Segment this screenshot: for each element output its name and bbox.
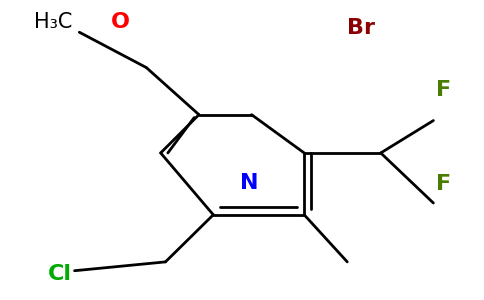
Text: N: N xyxy=(240,173,258,193)
Text: O: O xyxy=(110,12,130,32)
Text: F: F xyxy=(436,80,451,100)
Text: Cl: Cl xyxy=(48,264,72,284)
Text: Br: Br xyxy=(347,18,375,38)
Text: F: F xyxy=(436,174,451,194)
Text: H₃C: H₃C xyxy=(34,12,72,32)
